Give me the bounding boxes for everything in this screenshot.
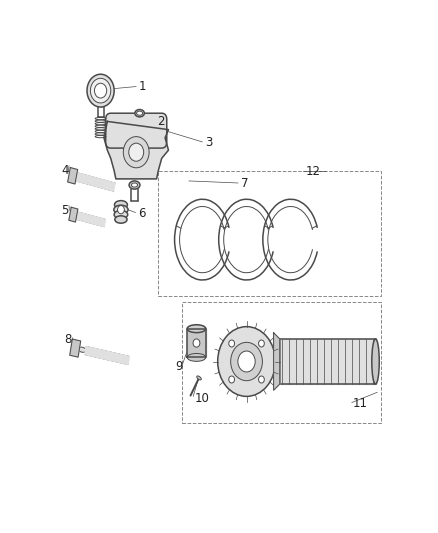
Ellipse shape <box>78 347 86 352</box>
Text: 9: 9 <box>175 360 183 373</box>
Text: 11: 11 <box>353 397 368 410</box>
Ellipse shape <box>135 109 145 117</box>
Ellipse shape <box>114 205 128 214</box>
Ellipse shape <box>137 111 143 115</box>
Ellipse shape <box>197 376 201 380</box>
Ellipse shape <box>187 353 206 361</box>
Circle shape <box>258 376 264 383</box>
Polygon shape <box>85 346 129 365</box>
Polygon shape <box>75 173 115 191</box>
Ellipse shape <box>114 211 128 219</box>
Text: 5: 5 <box>61 204 69 217</box>
Ellipse shape <box>114 200 127 209</box>
Polygon shape <box>280 339 375 384</box>
Polygon shape <box>69 207 78 222</box>
Polygon shape <box>187 329 206 358</box>
Text: 3: 3 <box>205 136 212 149</box>
Text: 12: 12 <box>305 165 320 178</box>
Polygon shape <box>104 122 169 179</box>
Bar <box>182 302 381 423</box>
Circle shape <box>258 340 264 347</box>
Polygon shape <box>67 167 78 184</box>
Text: 1: 1 <box>139 80 146 93</box>
Bar <box>158 171 381 296</box>
Circle shape <box>95 83 107 98</box>
Polygon shape <box>274 333 280 390</box>
Text: 10: 10 <box>194 392 209 405</box>
Text: 7: 7 <box>241 177 248 190</box>
Circle shape <box>90 78 111 103</box>
Circle shape <box>124 136 149 168</box>
Text: 4: 4 <box>61 164 69 177</box>
Text: 2: 2 <box>158 115 165 128</box>
Circle shape <box>218 327 276 397</box>
Text: 8: 8 <box>64 333 72 346</box>
Ellipse shape <box>372 339 379 384</box>
Circle shape <box>238 351 255 372</box>
Polygon shape <box>70 339 81 357</box>
Circle shape <box>229 340 234 347</box>
Circle shape <box>129 143 144 161</box>
Circle shape <box>193 339 200 347</box>
Text: 6: 6 <box>138 207 145 220</box>
Circle shape <box>87 74 114 107</box>
Circle shape <box>229 376 234 383</box>
Ellipse shape <box>187 325 206 333</box>
Ellipse shape <box>131 183 138 187</box>
Ellipse shape <box>129 181 140 189</box>
Ellipse shape <box>115 216 127 223</box>
Polygon shape <box>76 212 106 227</box>
Circle shape <box>231 342 262 381</box>
Circle shape <box>117 206 124 214</box>
FancyBboxPatch shape <box>106 113 167 148</box>
